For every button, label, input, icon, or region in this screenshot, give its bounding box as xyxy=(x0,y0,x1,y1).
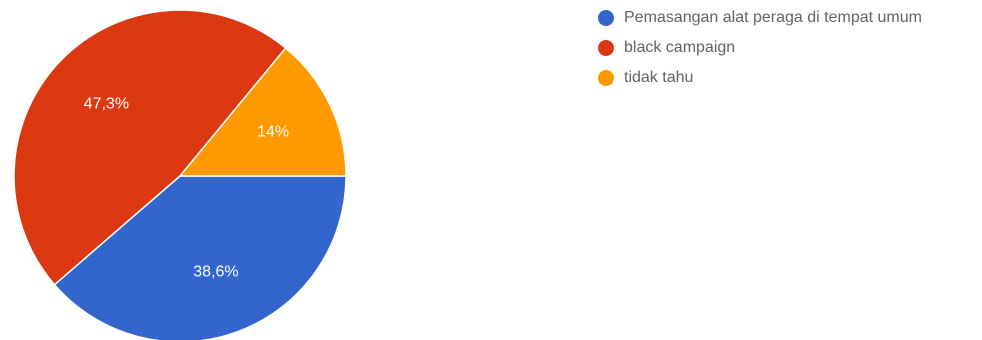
pie-slice-black-campaign xyxy=(13,9,287,286)
pie-label-tidak-tahu: 14% xyxy=(257,123,289,140)
legend-label-tidak-tahu: tidak tahu xyxy=(624,69,694,86)
pie-slice-pemasangan xyxy=(53,175,347,340)
legend: Pemasangan alat peraga di tempat umum bl… xyxy=(598,6,982,96)
legend-item-black-campaign: black campaign xyxy=(598,36,982,60)
legend-label-black-campaign: black campaign xyxy=(624,39,736,56)
legend-swatch-black-campaign xyxy=(598,40,614,56)
legend-label-pemasangan: Pemasangan alat peraga di tempat umum xyxy=(624,9,922,26)
legend-item-tidak-tahu: tidak tahu xyxy=(598,66,982,90)
legend-swatch-pemasangan xyxy=(598,10,614,26)
legend-swatch-tidak-tahu xyxy=(598,70,614,86)
pie-label-pemasangan: 38,6% xyxy=(193,264,238,281)
pie-chart: 38,6% 47,3% 14% xyxy=(13,9,347,340)
legend-item-pemasangan: Pemasangan alat peraga di tempat umum xyxy=(598,6,982,30)
pie-label-black-campaign: 47,3% xyxy=(84,95,129,112)
pie-slice-tidak-tahu xyxy=(178,46,347,177)
